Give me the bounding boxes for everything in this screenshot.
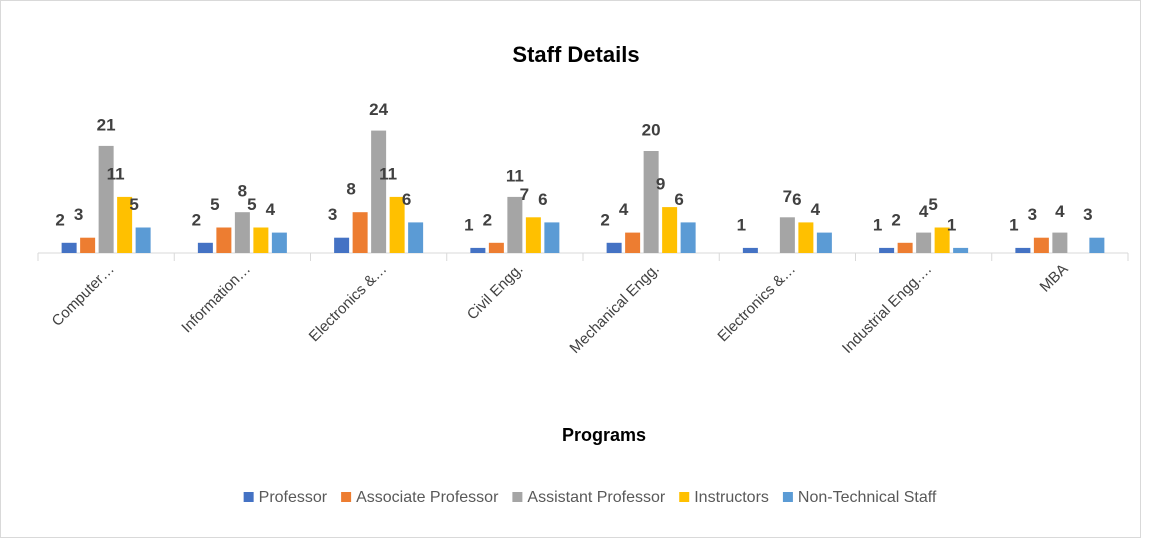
data-label: 21 — [97, 115, 116, 134]
data-label: 2 — [483, 210, 492, 229]
bar — [1052, 232, 1068, 253]
bar — [742, 247, 758, 253]
bar — [135, 227, 151, 253]
data-label: 2 — [192, 210, 201, 229]
bar — [334, 237, 350, 253]
legend-swatch — [341, 492, 352, 502]
data-label: 5 — [247, 195, 256, 214]
data-label: 6 — [792, 190, 801, 209]
bar — [470, 247, 486, 253]
bar — [680, 222, 696, 253]
data-label: 7 — [783, 187, 792, 206]
bar — [934, 227, 950, 253]
legend-label: Professor — [259, 489, 328, 506]
legend-label: Associate Professor — [356, 489, 499, 506]
data-label: 6 — [402, 190, 411, 209]
data-label: 4 — [1055, 202, 1065, 221]
bar — [488, 242, 504, 253]
data-label: 3 — [1028, 205, 1037, 224]
data-label: 1 — [737, 215, 746, 234]
bar — [352, 212, 368, 253]
data-label: 24 — [369, 100, 388, 119]
legend-label: Assistant Professor — [527, 489, 666, 506]
bar — [117, 196, 133, 253]
bar — [371, 130, 387, 253]
data-label: 4 — [266, 200, 276, 219]
data-label: 9 — [656, 175, 665, 194]
data-label: 1 — [1009, 215, 1018, 234]
data-label: 3 — [1083, 205, 1092, 224]
bar — [544, 222, 560, 253]
legend-label: Instructors — [694, 489, 769, 506]
data-label: 11 — [107, 164, 125, 183]
data-label: 4 — [919, 202, 929, 221]
bar — [897, 242, 913, 253]
data-label: 20 — [642, 120, 661, 139]
data-label: 2 — [55, 210, 64, 229]
data-label: 5 — [129, 195, 138, 214]
data-label: 3 — [74, 205, 83, 224]
x-axis-title: Programs — [562, 425, 646, 445]
bar — [271, 232, 287, 253]
bar — [61, 242, 77, 253]
data-label: 2 — [891, 210, 900, 229]
data-label: 1 — [947, 215, 956, 234]
chart-title: Staff Details — [512, 42, 639, 67]
bar — [879, 247, 895, 253]
bar — [953, 247, 969, 253]
bar — [606, 242, 622, 253]
data-label: 4 — [619, 200, 629, 219]
bar — [643, 151, 659, 253]
data-label: 1 — [873, 215, 882, 234]
data-label: 1 — [464, 215, 473, 234]
bar — [1033, 237, 1049, 253]
data-label: 6 — [674, 190, 683, 209]
data-label: 7 — [520, 185, 529, 204]
data-label: 6 — [538, 190, 547, 209]
bar — [779, 217, 795, 253]
legend-swatch — [679, 492, 690, 502]
legend-swatch — [512, 492, 523, 502]
bar — [216, 227, 232, 253]
legend: Professor Associate Professor Assistant Pr… — [243, 489, 937, 506]
bar — [197, 242, 213, 253]
data-label: 5 — [210, 195, 219, 214]
legend-swatch — [782, 492, 793, 502]
legend-swatch — [243, 492, 254, 502]
bar — [389, 196, 405, 253]
bar — [98, 145, 114, 253]
data-label: 11 — [379, 164, 397, 183]
bar — [625, 232, 641, 253]
bar — [662, 207, 678, 253]
bar — [234, 212, 250, 253]
bar — [816, 232, 832, 253]
data-label: 8 — [346, 180, 355, 199]
bar — [253, 227, 269, 253]
bar — [507, 196, 523, 253]
data-label: 5 — [928, 195, 937, 214]
data-label: 4 — [811, 200, 821, 219]
bar — [798, 222, 814, 253]
data-label: 8 — [238, 182, 247, 201]
bar — [1089, 237, 1105, 253]
data-label: 3 — [328, 205, 337, 224]
bar — [916, 232, 932, 253]
bar — [1015, 247, 1031, 253]
bar — [525, 217, 541, 253]
legend-label: Non-Technical Staff — [798, 489, 937, 506]
bar — [408, 222, 424, 253]
bar — [80, 237, 96, 253]
data-label: 2 — [600, 210, 609, 229]
data-label: 11 — [506, 166, 524, 185]
